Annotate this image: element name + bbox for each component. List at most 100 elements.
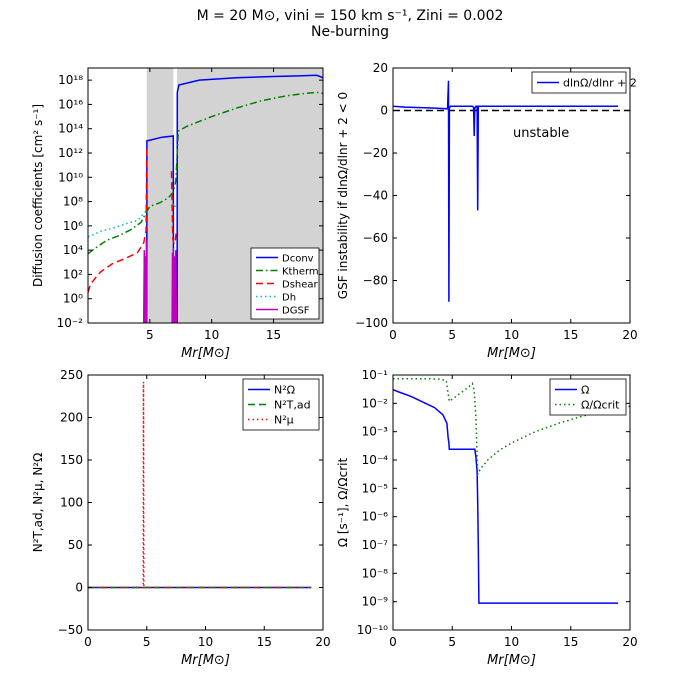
y-tick-label: 10⁻² [362,396,389,410]
x-axis-label: Mr[M⊙] [181,346,230,361]
y-tick-label: 10⁻⁸ [362,566,389,580]
y-tick-label: 10⁻⁴ [362,453,389,467]
x-tick-label: 10 [198,635,213,649]
y-tick-label: 10⁻¹ [362,368,389,382]
y-tick-label: 10⁰ [63,292,83,306]
y-tick-label: 150 [60,453,83,467]
x-tick-label: 10 [504,635,519,649]
unstable-annotation: unstable [513,126,569,141]
y-tick-label: 10⁻⁷ [362,538,389,552]
y-tick-label: 10⁻⁶ [362,510,389,524]
y-tick-label: 10¹² [58,146,83,160]
series-line-dshear [170,171,178,247]
y-axis-label: Diffusion coefficients [cm² s⁻¹] [31,104,45,287]
legend-box [531,71,627,94]
y-tick-label: 10⁻¹⁰ [357,623,388,637]
series-line-dh [88,209,148,238]
y-tick-label: 250 [60,368,83,382]
y-tick-label: 10⁶ [63,219,83,233]
y-tick-label: 0 [75,581,83,595]
x-tick-label: 15 [563,328,578,342]
y-tick-label: 200 [60,411,83,425]
y-axis-label: GSF instability if dlnΩ/dlnr + 2 < 0 [336,92,350,299]
legend-label: Ω/Ωcrit [581,399,620,412]
y-tick-label: 10¹⁶ [58,97,83,111]
y-tick-label: 10² [63,267,83,281]
y-tick-label: 10⁻³ [362,425,389,439]
figure-title-line-2: Ne-burning [311,24,389,40]
x-tick-label: 20 [315,635,330,649]
y-tick-label: −20 [363,146,388,160]
series-line-n- [88,381,312,589]
y-tick-label: 10¹⁰ [58,170,83,184]
y-tick-label: −50 [58,623,83,637]
y-axis-label: Ω [s⁻¹], Ω/Ωcrit [336,458,350,548]
legend-label: Dconv [282,254,314,265]
series-line-dshear [88,146,148,293]
legend-label: N²T,ad [274,399,311,412]
legend-label: Dh [282,293,296,304]
figure-title: M = 20 M⊙, vini = 150 km s⁻¹, Zini = 0.0… [0,8,700,40]
y-tick-label: 10⁻⁵ [362,481,389,495]
x-tick-label: 0 [389,328,397,342]
series-line-dgsf [171,247,178,323]
legend: dlnΩ/dlnr + 2 [531,71,637,94]
y-tick-label: 0 [380,104,388,118]
legend-label: N²Ω [274,384,295,397]
legend: Dconv Ktherm Dshear Dh DGSF [250,247,320,320]
x-tick-label: 20 [622,328,637,342]
x-axis-label: Mr[M⊙] [181,653,230,668]
series-line-dconv [176,74,323,323]
x-tick-label: 5 [146,328,154,342]
shaded-region [146,68,174,323]
x-tick-label: 0 [389,635,397,649]
legend-label: Ω [581,384,589,397]
y-tick-label: −60 [363,231,388,245]
y-tick-label: 20 [373,61,388,75]
plot-frame [87,67,324,324]
y-tick-label: 10⁻² [57,316,84,330]
legend-box [549,378,627,416]
y-tick-label: −100 [355,316,388,330]
angular-velocity-chart: 0 5 10 15 20 10⁻¹⁰ 10⁻⁹ 10⁻⁸ 10⁻⁷ 10⁻⁶ 10⁻⁵ 10⁻⁴ 10⁻… [336,368,638,668]
x-tick-label: 10 [504,328,519,342]
x-tick-label: 15 [257,635,272,649]
series-line-- [393,389,619,604]
x-axis-label: Mr[M⊙] [487,653,536,668]
legend-label: DGSF [282,306,310,317]
x-tick-label: 10 [204,328,219,342]
gsf-instability-chart: 0 5 10 15 20 −100 −80 −60 −40 −20 0 20 Mr[M⊙] GSF ins… [336,61,638,361]
y-tick-label: −80 [363,274,388,288]
y-tick-label: 10⁻⁹ [362,595,389,609]
x-tick-label: 20 [622,635,637,649]
series-line-dconv [146,135,175,323]
y-tick-label: 50 [68,538,83,552]
y-axis-label: N²T,ad, N²μ, N²Ω [31,453,45,553]
series-line-dln-dlnr-2 [393,80,619,302]
x-tick-label: 5 [448,328,456,342]
x-axis-label: Mr[M⊙] [487,346,536,361]
brunt-vaisala-chart: 0 5 10 15 20−50050100150200250Mr[M⊙]N²T,ad, … [31,368,331,668]
x-tick-label: 5 [448,635,456,649]
y-tick-label: 100 [60,496,83,510]
figure-title-line-1: M = 20 M⊙, vini = 150 km s⁻¹, Zini = 0.0… [196,8,504,24]
diffusion-coefficients-chart: 5 10 15 10⁻² 10⁰ 10² 10⁴ 10⁶ 10⁸ 10¹⁰ 10¹² 10¹⁴ 10¹⁶… [31,67,324,361]
legend-label: dlnΩ/dlnr + 2 [563,77,637,90]
series-line-dgsf [142,240,148,323]
legend-label: Dshear [282,280,319,291]
legend: N²Ω N²T,ad N²μ [242,378,320,431]
x-tick-label: 0 [84,635,92,649]
y-tick-label: 10¹⁴ [58,122,83,136]
series-line-dh [172,202,178,210]
series-line--crit [393,377,630,478]
y-tick-label: −40 [363,189,388,203]
legend-label: Ktherm [282,267,319,278]
y-tick-label: 10⁸ [63,195,83,209]
legend-box [242,378,320,431]
y-tick-label: 10⁴ [63,243,83,257]
legend-label: N²μ [274,414,294,427]
x-tick-label: 15 [266,328,281,342]
y-tick-label: 10¹⁸ [58,73,83,87]
x-tick-label: 5 [143,635,151,649]
